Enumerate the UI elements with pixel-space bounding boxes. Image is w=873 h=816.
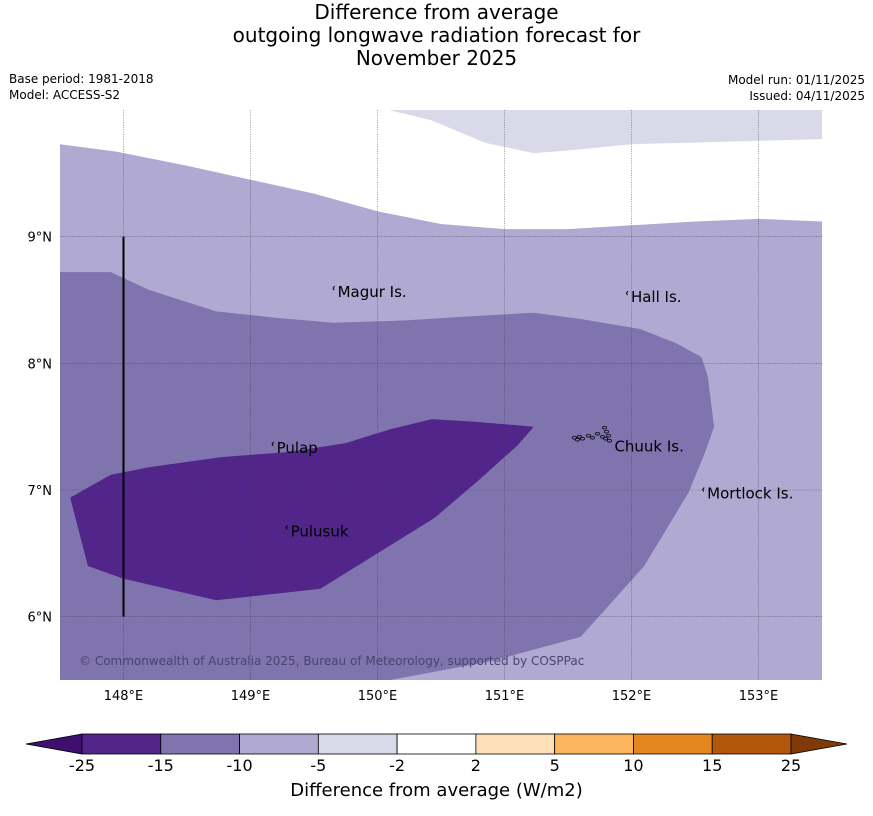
x-tick-label: 151°E (485, 689, 525, 704)
x-tick-label: 153°E (739, 689, 779, 704)
place-label: Mortlock Is. (707, 485, 793, 503)
issued-label: Issued: 04/11/2025 (749, 89, 865, 103)
x-tick-label: 149°E (231, 689, 271, 704)
colorbar-box (317, 733, 398, 755)
x-tick-label: 148°E (104, 689, 144, 704)
chart-title: Difference from average outgoing longwav… (0, 0, 873, 70)
y-tick-label: 8°N (28, 357, 53, 372)
island-mark (702, 487, 705, 492)
copyright-text: © Commonwealth of Australia 2025, Bureau… (79, 654, 584, 668)
title-line-3: November 2025 (355, 46, 518, 70)
title-line-1: Difference from average (314, 0, 559, 24)
x-tick-label: 152°E (612, 689, 652, 704)
y-tick-label: 6°N (28, 611, 53, 626)
region-0 (60, 110, 822, 154)
place-label: Pulap (277, 439, 318, 457)
region-3 (70, 419, 534, 601)
chuuk-islands-mark (571, 425, 613, 443)
model-label: Model: ACCESS-S2 (9, 88, 121, 102)
x-tick-label: 150°E (358, 689, 398, 704)
colorbar-tick-label: 25 (781, 756, 801, 775)
base-period-label: Base period: 1981-2018 (9, 72, 154, 86)
colorbar: -25 -15 -10 -5 -2 2 5 10 15 25 (25, 733, 848, 775)
place-labels: Magur Is. Hall Is. Pulap Chuuk Is. Mortlock … (271, 283, 793, 541)
colorbar-tick-label: -2 (389, 756, 405, 775)
colorbar-box (475, 733, 556, 755)
colorbar-tick-label: -25 (69, 756, 95, 775)
info-left: Base period: 1981-2018 Model: ACCESS-S2 (9, 71, 154, 103)
y-tick-label: 7°N (28, 484, 53, 499)
axis-ticks: 148°E 149°E 150°E 151°E 152°E 153°E 9°N 8°N 7°N 6… (28, 231, 779, 704)
place-label: Magur Is. (338, 283, 407, 301)
colorbar-box (711, 733, 792, 755)
colorbar-tick-label: -10 (226, 756, 252, 775)
model-run-label: Model run: 01/11/2025 (727, 73, 865, 87)
island-mark (332, 285, 335, 291)
colorbar-tick-label: 10 (623, 756, 643, 775)
island-mark (625, 290, 629, 296)
colorbar-tick-label: 15 (702, 756, 722, 775)
colorbar-box (633, 733, 713, 755)
colorbar-box (396, 733, 477, 755)
title-line-2: outgoing longwave radiation forecast for (232, 23, 641, 47)
place-label: Hall Is. (631, 288, 682, 306)
colorbar-tick-label: 2 (471, 756, 481, 775)
colorbar-tick-label: 5 (550, 756, 560, 775)
colorbar-min-arrow (25, 733, 83, 755)
place-label: Chuuk Is. (614, 438, 683, 456)
place-label: Pulusuk (291, 523, 349, 541)
colorbar-max-arrow (790, 733, 848, 755)
colorbar-tick-label: -5 (310, 756, 326, 775)
colorbar-tick-label: -15 (148, 756, 174, 775)
colorbar-axis-label: Difference from average (W/m2) (290, 780, 583, 801)
island-mark (285, 525, 288, 530)
colorbar-box (554, 733, 634, 755)
y-tick-label: 9°N (28, 231, 53, 246)
island-mark (271, 441, 275, 447)
colorbar-box (160, 733, 240, 755)
colorbar-box (81, 733, 162, 755)
colorbar-box (239, 733, 319, 755)
map-regions (60, 110, 822, 680)
info-right: Model run: 01/11/2025 Issued: 04/11/2025 (728, 72, 865, 104)
